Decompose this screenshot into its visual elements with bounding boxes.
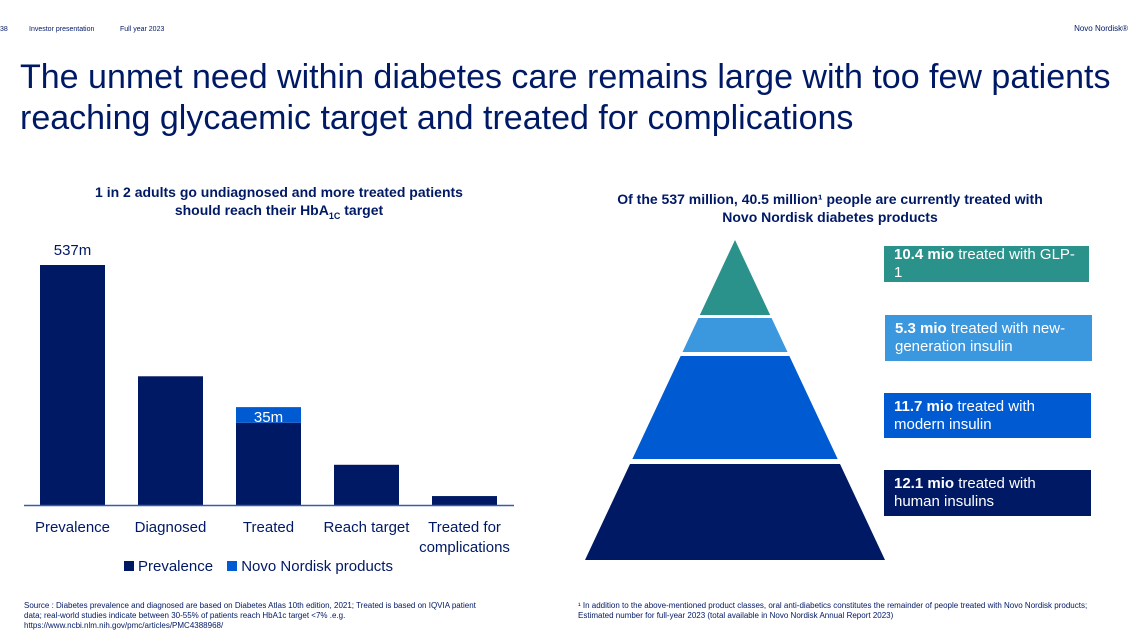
page-number: 38 <box>0 26 8 33</box>
data-label-2: 35m <box>254 409 283 426</box>
bar-prevalence-0 <box>40 265 105 505</box>
category-label-3: Reach target <box>324 519 411 536</box>
bar-chart-subtitle: 1 in 2 adults go undiagnosed and more tr… <box>40 183 518 225</box>
tier-value: 5.3 mio <box>895 320 947 337</box>
bar-prevalence-3 <box>334 464 399 505</box>
category-label-0: Prevalence <box>35 519 110 536</box>
bar-chart: 537m Prevalence Diagnosed 35m Treated Reach t… <box>24 242 514 556</box>
tier-description: treated with new-generation insulin <box>895 320 1066 355</box>
category-label-4: Treated for <box>428 519 501 536</box>
data-label-0: 537m <box>54 242 92 259</box>
brand-label: Novo Nordisk® <box>1074 24 1128 33</box>
pyramid-subtitle: Of the 537 million, 40.5 million¹ people… <box>560 190 1100 226</box>
bar-chart-legend: Prevalence Novo Nordisk products <box>124 558 403 575</box>
pyramid-tier-0 <box>699 240 771 315</box>
pyramid-label-box-2: 11.7 mio treated with modern insulin <box>884 393 1091 438</box>
tier-description: treated with modern insulin <box>894 397 1035 433</box>
legend-item-novo-products: Novo Nordisk products <box>227 558 393 575</box>
pyramid-tier-1 <box>682 318 788 352</box>
period-label: Full year 2023 <box>120 26 165 33</box>
legend-item-prevalence: Prevalence <box>124 558 213 575</box>
pyramid-tier-3 <box>585 464 885 560</box>
category-label-2: Treated <box>243 519 294 536</box>
source-note: Source : Diabetes prevalence and diagnos… <box>24 601 476 630</box>
bar-chart-subtitle-line1: 1 in 2 adults go undiagnosed and more tr… <box>95 184 463 200</box>
section-label: Investor presentation <box>29 26 95 33</box>
category-label-4-line2: complications <box>419 539 510 556</box>
pyramid-tier-2 <box>632 356 838 459</box>
tier-description: treated with GLP-1 <box>894 246 1075 281</box>
pyramid-label-box-1: 5.3 mio treated with new-generation insu… <box>885 315 1092 361</box>
pyramid-chart <box>585 240 885 560</box>
footnote: ¹ In addition to the above-mentioned pro… <box>578 601 1088 620</box>
tier-value: 10.4 mio <box>894 246 955 263</box>
tier-value: 11.7 mio <box>894 397 954 415</box>
bar-chart-subtitle-line2: should reach their HbA1C target <box>174 202 384 221</box>
bar-prevalence-1 <box>138 376 203 505</box>
tier-value: 12.1 mio <box>894 475 955 492</box>
pyramid-subtitle-line1: Of the 537 million, 40.5 million¹ people… <box>617 191 1043 207</box>
bar-prevalence-4 <box>432 496 497 505</box>
page-title: The unmet need within diabetes care rema… <box>20 58 1111 137</box>
pyramid-label-box-0: 10.4 mio treated with GLP-1 <box>884 246 1089 282</box>
pyramid-label-box-3: 12.1 mio treated with human insulins <box>884 470 1091 516</box>
bar-prevalence-2 <box>236 422 301 505</box>
bar-novo-products-2 <box>236 407 301 423</box>
pyramid-subtitle-line2: Novo Nordisk diabetes products <box>722 209 938 225</box>
category-label-1: Diagnosed <box>135 519 207 536</box>
tier-description: treated with human insulins <box>894 475 1036 510</box>
